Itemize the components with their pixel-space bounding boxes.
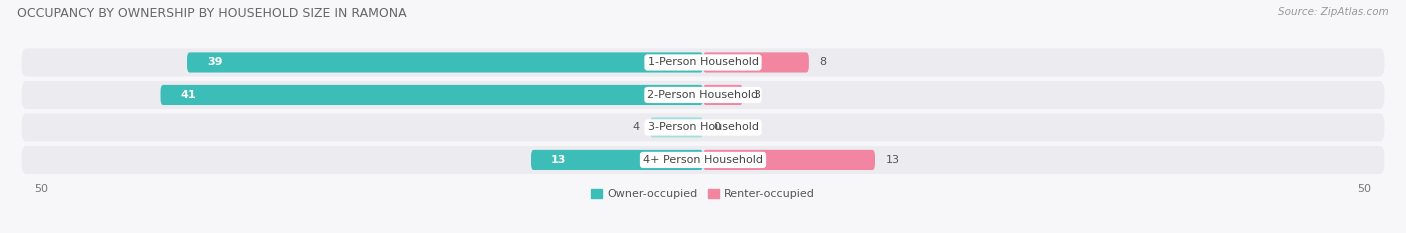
Legend: Owner-occupied, Renter-occupied: Owner-occupied, Renter-occupied — [586, 185, 820, 204]
Text: 39: 39 — [207, 58, 222, 68]
Text: Source: ZipAtlas.com: Source: ZipAtlas.com — [1278, 7, 1389, 17]
Text: 1-Person Household: 1-Person Household — [648, 58, 758, 68]
FancyBboxPatch shape — [21, 81, 1385, 109]
FancyBboxPatch shape — [160, 85, 703, 105]
FancyBboxPatch shape — [21, 113, 1385, 141]
Text: 41: 41 — [180, 90, 195, 100]
Text: 8: 8 — [820, 58, 827, 68]
FancyBboxPatch shape — [21, 48, 1385, 76]
FancyBboxPatch shape — [187, 52, 703, 72]
Text: 0: 0 — [714, 122, 721, 132]
Text: 3: 3 — [754, 90, 761, 100]
FancyBboxPatch shape — [703, 150, 875, 170]
FancyBboxPatch shape — [21, 146, 1385, 174]
FancyBboxPatch shape — [531, 150, 703, 170]
Text: 13: 13 — [886, 155, 900, 165]
FancyBboxPatch shape — [703, 52, 808, 72]
Text: 2-Person Household: 2-Person Household — [647, 90, 759, 100]
Text: OCCUPANCY BY OWNERSHIP BY HOUSEHOLD SIZE IN RAMONA: OCCUPANCY BY OWNERSHIP BY HOUSEHOLD SIZE… — [17, 7, 406, 20]
Text: 3-Person Household: 3-Person Household — [648, 122, 758, 132]
FancyBboxPatch shape — [703, 85, 742, 105]
Text: 4: 4 — [633, 122, 640, 132]
Text: 4+ Person Household: 4+ Person Household — [643, 155, 763, 165]
Text: 13: 13 — [551, 155, 567, 165]
FancyBboxPatch shape — [650, 117, 703, 137]
